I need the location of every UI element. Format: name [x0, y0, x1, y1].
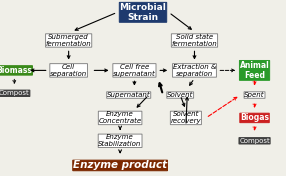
- Text: Biogas: Biogas: [240, 113, 269, 122]
- Text: Microbial
Strain: Microbial Strain: [120, 3, 166, 22]
- Text: Supernatant: Supernatant: [107, 92, 150, 98]
- Text: Enzyme
Concentrate: Enzyme Concentrate: [99, 111, 142, 124]
- Text: Extraction &
separation: Extraction & separation: [173, 64, 216, 77]
- Text: Spent: Spent: [244, 92, 265, 98]
- Text: Enzyme
Stabilization: Enzyme Stabilization: [98, 134, 142, 147]
- Text: Biomass: Biomass: [0, 66, 32, 75]
- Text: Solvent
recovery: Solvent recovery: [170, 111, 201, 124]
- Text: Cell
separation: Cell separation: [50, 64, 87, 77]
- Text: Solid state
fermentation: Solid state fermentation: [172, 34, 217, 47]
- Text: Cell free
supernatant: Cell free supernatant: [113, 64, 156, 77]
- Text: Compost: Compost: [239, 138, 270, 144]
- Text: Animal
Feed: Animal Feed: [240, 61, 269, 80]
- Text: Solvent: Solvent: [167, 92, 193, 98]
- Text: Compost: Compost: [0, 90, 30, 96]
- Text: Enzyme product: Enzyme product: [73, 161, 167, 170]
- Text: Submerged
fermentation: Submerged fermentation: [46, 34, 92, 47]
